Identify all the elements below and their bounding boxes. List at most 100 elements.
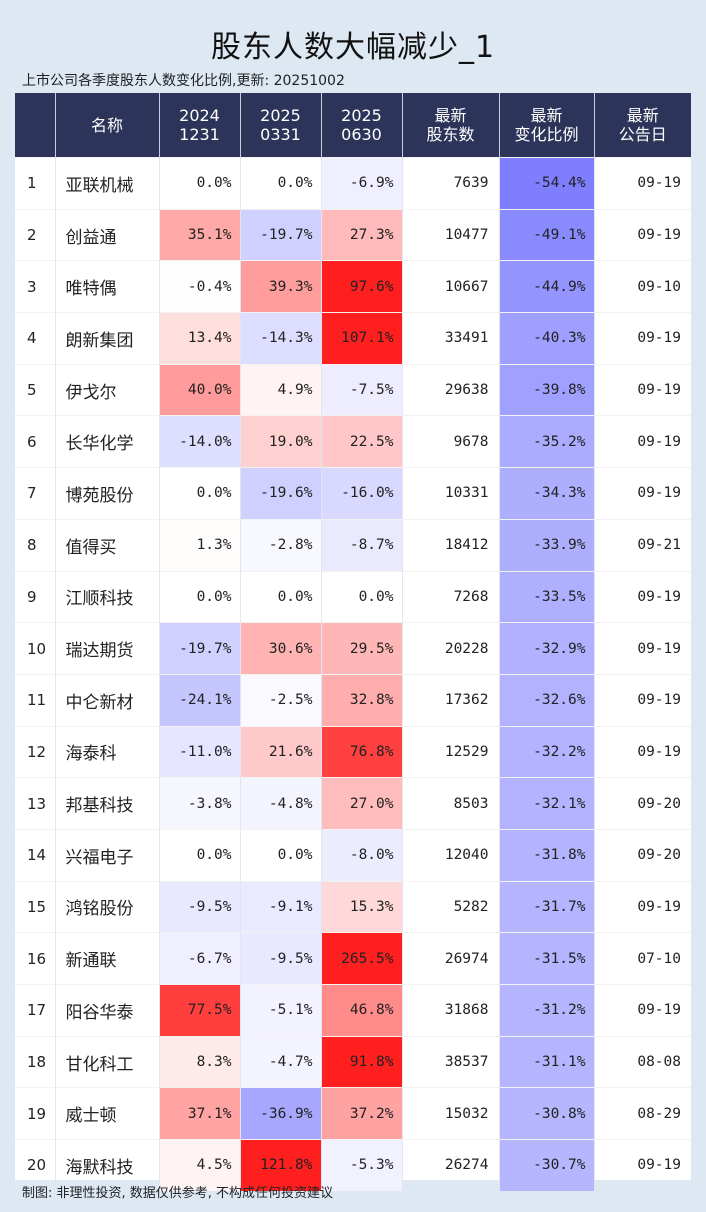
announce-date-cell: 09-19 — [594, 622, 691, 675]
row-index-cell: 5 — [15, 363, 56, 416]
quarter-change-cell: 0.0% — [159, 467, 241, 520]
holder-count-cell: 26274 — [402, 1139, 500, 1191]
column-header-label: 0331 — [260, 125, 301, 144]
column-header-q20250331: 2025 0331 — [240, 93, 322, 158]
row-index-cell: 10 — [15, 622, 56, 675]
quarter-change-cell: 21.6% — [240, 725, 322, 778]
quarter-change-cell: 0.0% — [240, 157, 322, 210]
quarter-change-cell: -2.8% — [240, 518, 322, 571]
quarter-change-cell: -3.8% — [159, 777, 241, 830]
table-row: 12 海泰科 -11.0% 21.6% 76.8% 12529 -32.2% 09-19 — [15, 725, 691, 778]
row-index-cell: 13 — [15, 777, 56, 830]
quarter-change-cell: 91.8% — [321, 1035, 403, 1088]
row-index-cell: 9 — [15, 570, 56, 623]
quarter-change-cell: 39.3% — [240, 260, 322, 313]
announce-date-cell: 09-19 — [594, 467, 691, 520]
quarter-change-cell: -24.1% — [159, 673, 241, 727]
holder-count-cell: 20228 — [402, 622, 500, 675]
stock-name-cell: 朗新集团 — [55, 312, 160, 365]
column-header-label: 最新 — [530, 106, 563, 125]
latest-change-cell: -49.1% — [499, 208, 595, 261]
latest-change-cell: -54.4% — [499, 157, 595, 210]
holder-count-cell: 15032 — [402, 1087, 500, 1140]
quarter-change-cell: 0.0% — [240, 828, 322, 882]
row-index-cell: 2 — [15, 208, 56, 261]
stock-name-cell: 亚联机械 — [55, 157, 160, 210]
quarter-change-cell: -4.8% — [240, 777, 322, 830]
row-index-cell: 11 — [15, 673, 56, 727]
table-row: 8 值得买 1.3% -2.8% -8.7% 18412 -33.9% 09-21 — [15, 518, 691, 571]
column-header-label: 公告日 — [618, 125, 667, 144]
stock-name-cell: 江顺科技 — [55, 570, 160, 623]
column-header-label: 最新 — [434, 106, 467, 125]
holder-count-cell: 10477 — [402, 208, 500, 261]
quarter-change-cell: 0.0% — [159, 157, 241, 210]
announce-date-cell: 09-19 — [594, 984, 691, 1037]
row-index-cell: 16 — [15, 932, 56, 985]
latest-change-cell: -30.7% — [499, 1139, 595, 1191]
latest-change-cell: -39.8% — [499, 363, 595, 416]
announce-date-cell: 09-20 — [594, 777, 691, 830]
holder-count-cell: 26974 — [402, 932, 500, 985]
holder-count-cell: 17362 — [402, 673, 500, 727]
quarter-change-cell: -4.7% — [240, 1035, 322, 1088]
row-index-cell: 17 — [15, 984, 56, 1037]
stock-name-cell: 中仑新材 — [55, 673, 160, 727]
quarter-change-cell: 13.4% — [159, 312, 241, 365]
announce-date-cell: 09-19 — [594, 363, 691, 416]
column-header-holders: 最新 股东数 — [402, 93, 500, 158]
holder-count-cell: 38537 — [402, 1035, 500, 1088]
table-row: 17 阳谷华泰 77.5% -5.1% 46.8% 31868 -31.2% 09-19 — [15, 984, 691, 1037]
holder-count-cell: 29638 — [402, 363, 500, 416]
latest-change-cell: -32.1% — [499, 777, 595, 830]
holder-count-cell: 7268 — [402, 570, 500, 623]
announce-date-cell: 08-29 — [594, 1087, 691, 1140]
table-row: 9 江顺科技 0.0% 0.0% 0.0% 7268 -33.5% 09-19 — [15, 570, 691, 623]
stock-name-cell: 海泰科 — [55, 725, 160, 778]
latest-change-cell: -32.9% — [499, 622, 595, 675]
quarter-change-cell: -8.0% — [321, 828, 403, 882]
quarter-change-cell: -14.0% — [159, 415, 241, 468]
quarter-change-cell: 97.6% — [321, 260, 403, 313]
table-row: 19 威士顿 37.1% -36.9% 37.2% 15032 -30.8% 08-29 — [15, 1087, 691, 1140]
table-row: 16 新通联 -6.7% -9.5% 265.5% 26974 -31.5% 07-10 — [15, 932, 691, 985]
stock-name-cell: 唯特偶 — [55, 260, 160, 313]
stock-name-cell: 邦基科技 — [55, 777, 160, 830]
holder-count-cell: 5282 — [402, 880, 500, 933]
table-row: 13 邦基科技 -3.8% -4.8% 27.0% 8503 -32.1% 09-20 — [15, 777, 691, 830]
quarter-change-cell: -6.9% — [321, 157, 403, 210]
quarter-change-cell: 0.0% — [240, 570, 322, 623]
quarter-change-cell: 19.0% — [240, 415, 322, 468]
quarter-change-cell: 0.0% — [321, 570, 403, 623]
latest-change-cell: -44.9% — [499, 260, 595, 313]
column-header-q20241231: 2024 1231 — [159, 93, 241, 158]
latest-change-cell: -31.1% — [499, 1035, 595, 1088]
quarter-change-cell: 1.3% — [159, 518, 241, 571]
stock-name-cell: 阳谷华泰 — [55, 984, 160, 1037]
holder-count-cell: 33491 — [402, 312, 500, 365]
quarter-change-cell: -9.5% — [240, 932, 322, 985]
column-header-label: 股东数 — [426, 125, 475, 144]
latest-change-cell: -32.2% — [499, 725, 595, 778]
quarter-change-cell: -2.5% — [240, 673, 322, 727]
column-header-label: 2025 — [341, 106, 382, 125]
table-row: 10 瑞达期货 -19.7% 30.6% 29.5% 20228 -32.9% 09-19 — [15, 622, 691, 675]
quarter-change-cell: 37.2% — [321, 1087, 403, 1140]
latest-change-cell: -31.7% — [499, 880, 595, 933]
quarter-change-cell: 0.0% — [159, 570, 241, 623]
column-header-label: 变化比例 — [514, 125, 579, 144]
data-table: 名称 2024 1231 2025 0331 2025 0630 最新 股东数 最新 变化比例 最新公… — [15, 93, 691, 1191]
announce-date-cell: 09-19 — [594, 415, 691, 468]
announce-date-cell: 08-08 — [594, 1035, 691, 1088]
stock-name-cell: 创益通 — [55, 208, 160, 261]
holder-count-cell: 10667 — [402, 260, 500, 313]
quarter-change-cell: 46.8% — [321, 984, 403, 1037]
table-row: 11 中仑新材 -24.1% -2.5% 32.8% 17362 -32.6% 09-19 — [15, 673, 691, 727]
announce-date-cell: 09-20 — [594, 828, 691, 882]
data-table-container: 名称 2024 1231 2025 0331 2025 0630 最新 股东数 最新 变化比例 最新公… — [15, 93, 691, 1191]
column-header-label: 0630 — [341, 125, 382, 144]
chart-subtitle: 上市公司各季度股东人数变化比例,更新: 20251002 — [22, 73, 345, 89]
holder-count-cell: 31868 — [402, 984, 500, 1037]
row-index-cell: 12 — [15, 725, 56, 778]
table-body: 1 亚联机械 0.0% 0.0% -6.9% 7639 -54.4% 09-19 2 创益通 35.… — [15, 157, 691, 1191]
